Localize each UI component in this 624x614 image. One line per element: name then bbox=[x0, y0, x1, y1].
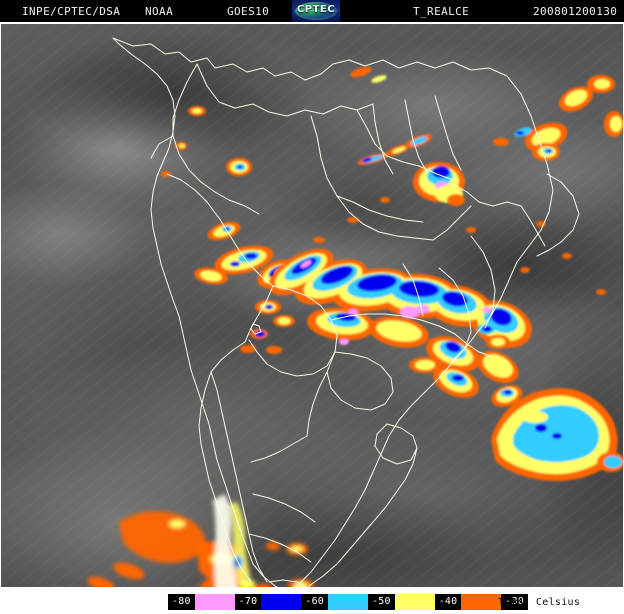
border-goias bbox=[402, 263, 424, 317]
border-brazil-mid bbox=[336, 195, 424, 223]
amazon-mouth-coast bbox=[452, 183, 546, 247]
cptec-logo: CPTEC bbox=[292, 0, 340, 22]
globe-icon bbox=[295, 2, 337, 20]
cell-group-south-atlantic bbox=[491, 385, 623, 481]
coast-argentina-atlantic bbox=[308, 447, 418, 587]
coast-chile-pacific bbox=[198, 371, 252, 583]
legend-tick--50: -50 bbox=[368, 594, 395, 610]
legend-tick--60: -60 bbox=[301, 594, 329, 610]
legend-tick--80: -80 bbox=[168, 594, 195, 610]
border-brazil-interior-east bbox=[432, 205, 472, 241]
border-argentina-patagonia bbox=[248, 533, 312, 563]
border-peru-bolivia bbox=[244, 285, 274, 343]
border-brazil-se-coast bbox=[454, 333, 492, 357]
cell-group-north bbox=[161, 66, 623, 206]
cell-group-southeast bbox=[409, 324, 510, 398]
legend-tick--70: -70 bbox=[234, 594, 262, 610]
border-tierra-del-fuego bbox=[268, 579, 307, 587]
cell-group-patagonia bbox=[87, 494, 314, 587]
border-colombia bbox=[172, 63, 260, 215]
cptec-logo-text: CPTEC bbox=[296, 4, 336, 15]
border-bahia bbox=[470, 235, 496, 329]
border-suriname bbox=[404, 99, 428, 173]
border-mato-grosso bbox=[330, 313, 456, 335]
header-datasource-label: NOAA bbox=[145, 5, 174, 18]
header-product-label: T_REALCE bbox=[413, 5, 470, 18]
border-venezuela bbox=[196, 63, 374, 117]
south-america-coastline bbox=[112, 37, 554, 587]
border-brazil-north-interior bbox=[310, 115, 434, 241]
satellite-image-frame bbox=[0, 22, 624, 588]
legend-swatch-magenta bbox=[194, 594, 235, 610]
temperature-legend: -80 -70 -60 -50 -40 -30 Temp. Celsius bbox=[0, 589, 624, 614]
border-guyana bbox=[372, 103, 394, 175]
legend-swatch-blue bbox=[261, 594, 302, 610]
border-uruguay bbox=[374, 423, 418, 465]
border-paraguay bbox=[326, 351, 394, 411]
legend-tick--30: -30 bbox=[501, 594, 529, 610]
legend-color-bar: -80 -70 -60 -50 -40 -30 bbox=[168, 594, 529, 610]
image-header-bar: INPE/CPTEC/DSA NOAA GOES10 T_REALCE 2008… bbox=[0, 0, 624, 22]
legend-swatch-yellow bbox=[394, 594, 435, 610]
border-argentina-interior bbox=[250, 435, 308, 463]
cell-group-central-band bbox=[268, 248, 532, 384]
header-agency-label: INPE/CPTEC/DSA bbox=[22, 5, 121, 18]
enhancement-overlay bbox=[87, 66, 623, 587]
border-minas bbox=[438, 267, 472, 361]
border-french-guiana bbox=[434, 95, 462, 171]
border-argentina-south bbox=[252, 493, 316, 523]
lake-titicaca bbox=[250, 323, 262, 335]
border-peru-brazil bbox=[206, 201, 274, 287]
legend-swatch-orange bbox=[461, 594, 502, 610]
country-borders-overlay bbox=[112, 37, 580, 587]
border-ecuador-peru bbox=[166, 173, 208, 203]
border-argentina-chile bbox=[210, 371, 268, 583]
legend-tick--40: -40 bbox=[434, 594, 462, 610]
northeast-brazil-bulge bbox=[536, 173, 580, 257]
border-bolivia bbox=[248, 285, 338, 377]
border-ecuador bbox=[150, 135, 174, 159]
legend-units-label: Temp. Celsius bbox=[498, 597, 581, 608]
border-peru-chile bbox=[210, 341, 246, 373]
legend-swatch-cyan bbox=[328, 594, 369, 610]
border-guyana-brazil-north bbox=[356, 109, 454, 181]
satellite-image bbox=[1, 24, 623, 587]
header-platform-label: GOES10 bbox=[227, 5, 270, 18]
border-argentina-north bbox=[306, 371, 328, 437]
header-datetime-label: 200801200130 bbox=[533, 5, 618, 18]
